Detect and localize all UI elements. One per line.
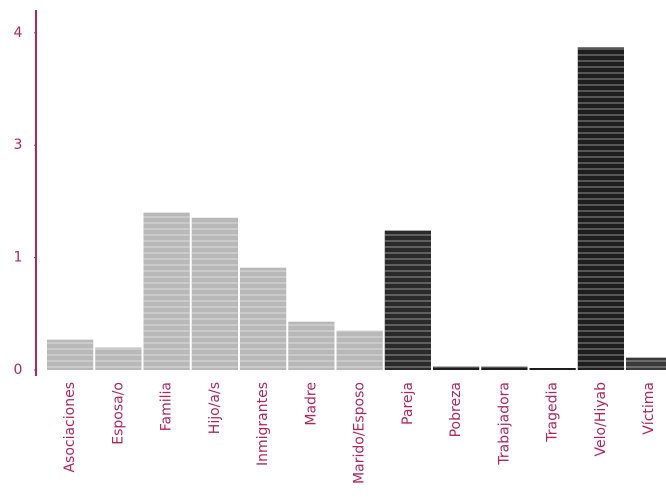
x-tick-label: Pobreza	[448, 382, 464, 437]
y-tick-label: 0	[14, 362, 23, 378]
x-tick-label: Inmigrantes	[255, 382, 271, 466]
x-tick-label: Pareja	[400, 382, 416, 425]
x-tick-label: Velo/Hiyab	[593, 382, 609, 457]
x-tick-label: Marido/Esposo	[352, 382, 368, 484]
bar-texture	[95, 347, 142, 370]
bar-texture	[433, 366, 480, 370]
bar-texture	[288, 321, 335, 370]
bar-texture	[481, 366, 528, 370]
bar-texture	[240, 267, 287, 370]
y-tick-label: 3	[14, 137, 23, 153]
y-tick-label: 4	[14, 25, 23, 41]
x-tick-label: Víctima	[641, 382, 657, 435]
y-tick-label: 1	[14, 250, 23, 266]
bar-texture	[191, 217, 238, 370]
bar-texture	[384, 230, 431, 370]
bar-texture	[529, 368, 576, 370]
x-tick-label: Trabajadora	[496, 382, 512, 466]
bar-texture	[47, 339, 94, 370]
x-tick-label: Asociaciones	[62, 382, 78, 473]
x-tick-label: Familia	[159, 382, 175, 431]
bar-texture	[143, 212, 190, 370]
bar-texture	[577, 47, 624, 371]
x-tick-label: Hijo/a/s	[207, 382, 223, 434]
x-tick-label: Tragedia	[545, 382, 561, 443]
x-tick-label: Madre	[303, 382, 319, 426]
x-tick-label: Esposa/o	[110, 382, 126, 445]
bar-texture	[336, 330, 383, 370]
bar-texture	[626, 357, 666, 370]
